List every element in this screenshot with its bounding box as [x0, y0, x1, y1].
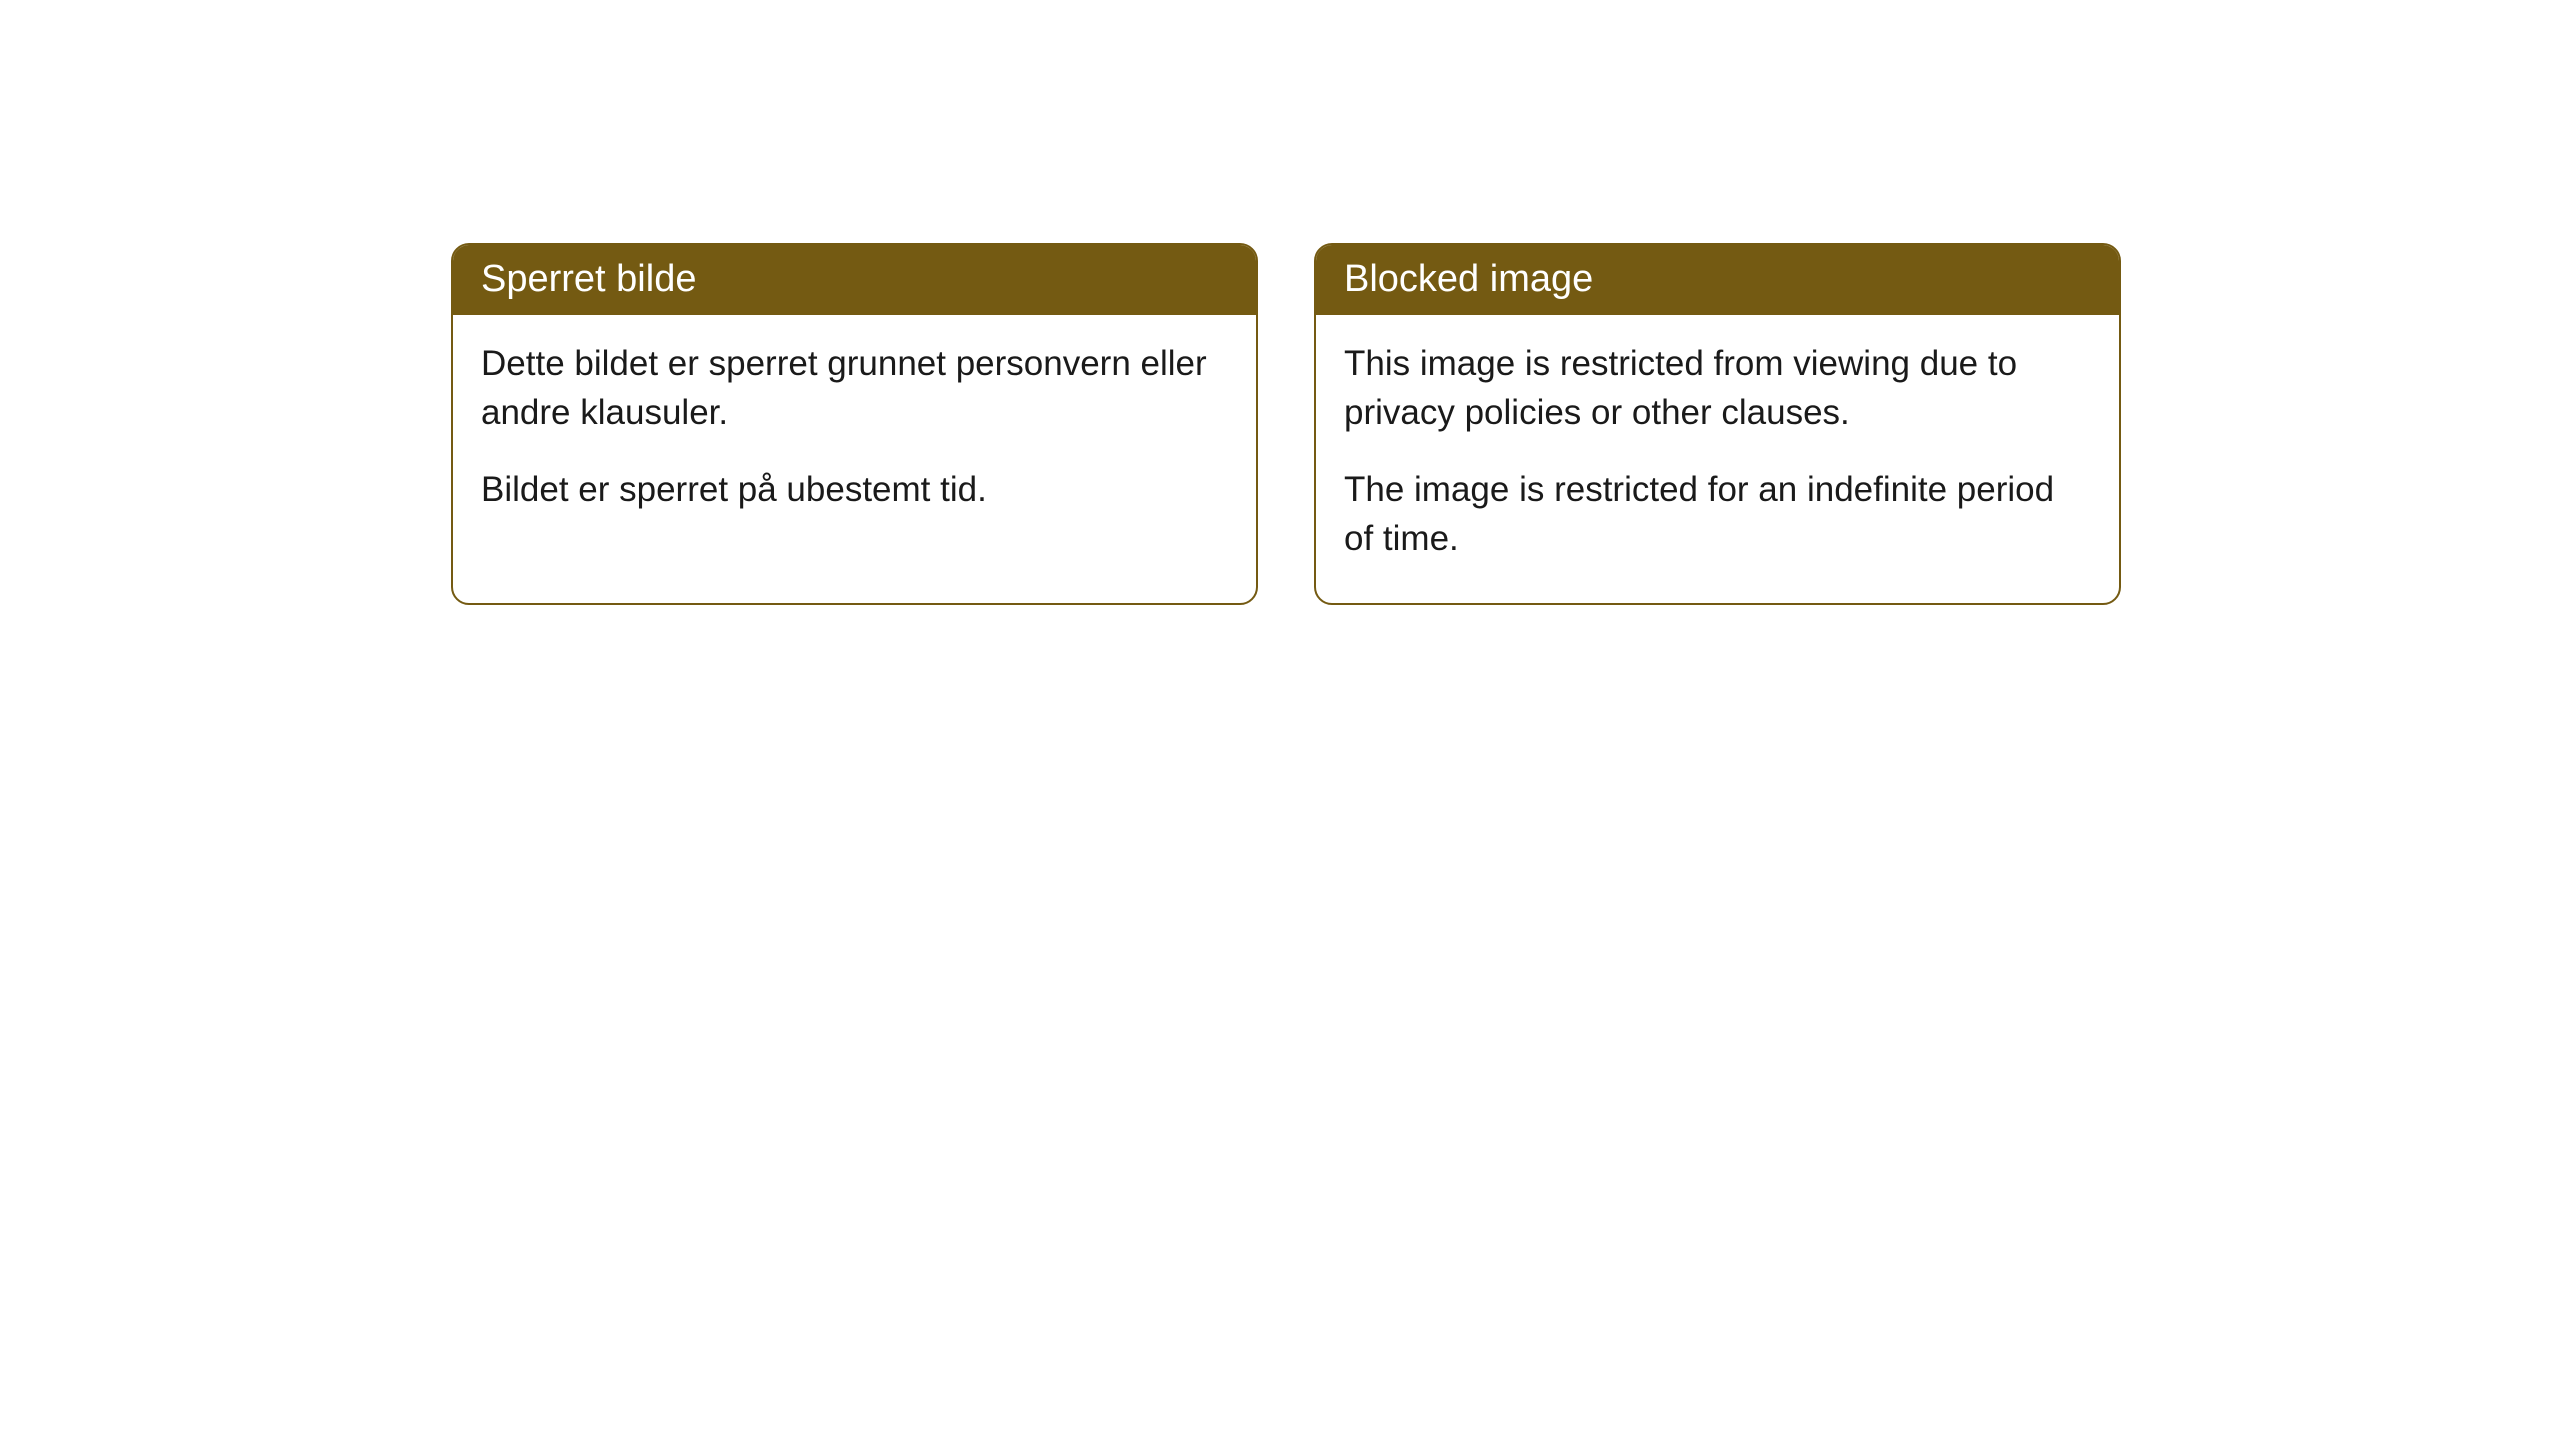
card-body: This image is restricted from viewing du… [1316, 315, 2119, 603]
card-text-2: Bildet er sperret på ubestemt tid. [481, 465, 1228, 514]
notice-card-norwegian: Sperret bilde Dette bildet er sperret gr… [451, 243, 1258, 605]
card-body: Dette bildet er sperret grunnet personve… [453, 315, 1256, 554]
notice-cards-container: Sperret bilde Dette bildet er sperret gr… [451, 243, 2121, 605]
notice-card-english: Blocked image This image is restricted f… [1314, 243, 2121, 605]
card-text-1: Dette bildet er sperret grunnet personve… [481, 339, 1228, 437]
card-header: Blocked image [1316, 245, 2119, 315]
card-header: Sperret bilde [453, 245, 1256, 315]
card-text-2: The image is restricted for an indefinit… [1344, 465, 2091, 563]
card-text-1: This image is restricted from viewing du… [1344, 339, 2091, 437]
